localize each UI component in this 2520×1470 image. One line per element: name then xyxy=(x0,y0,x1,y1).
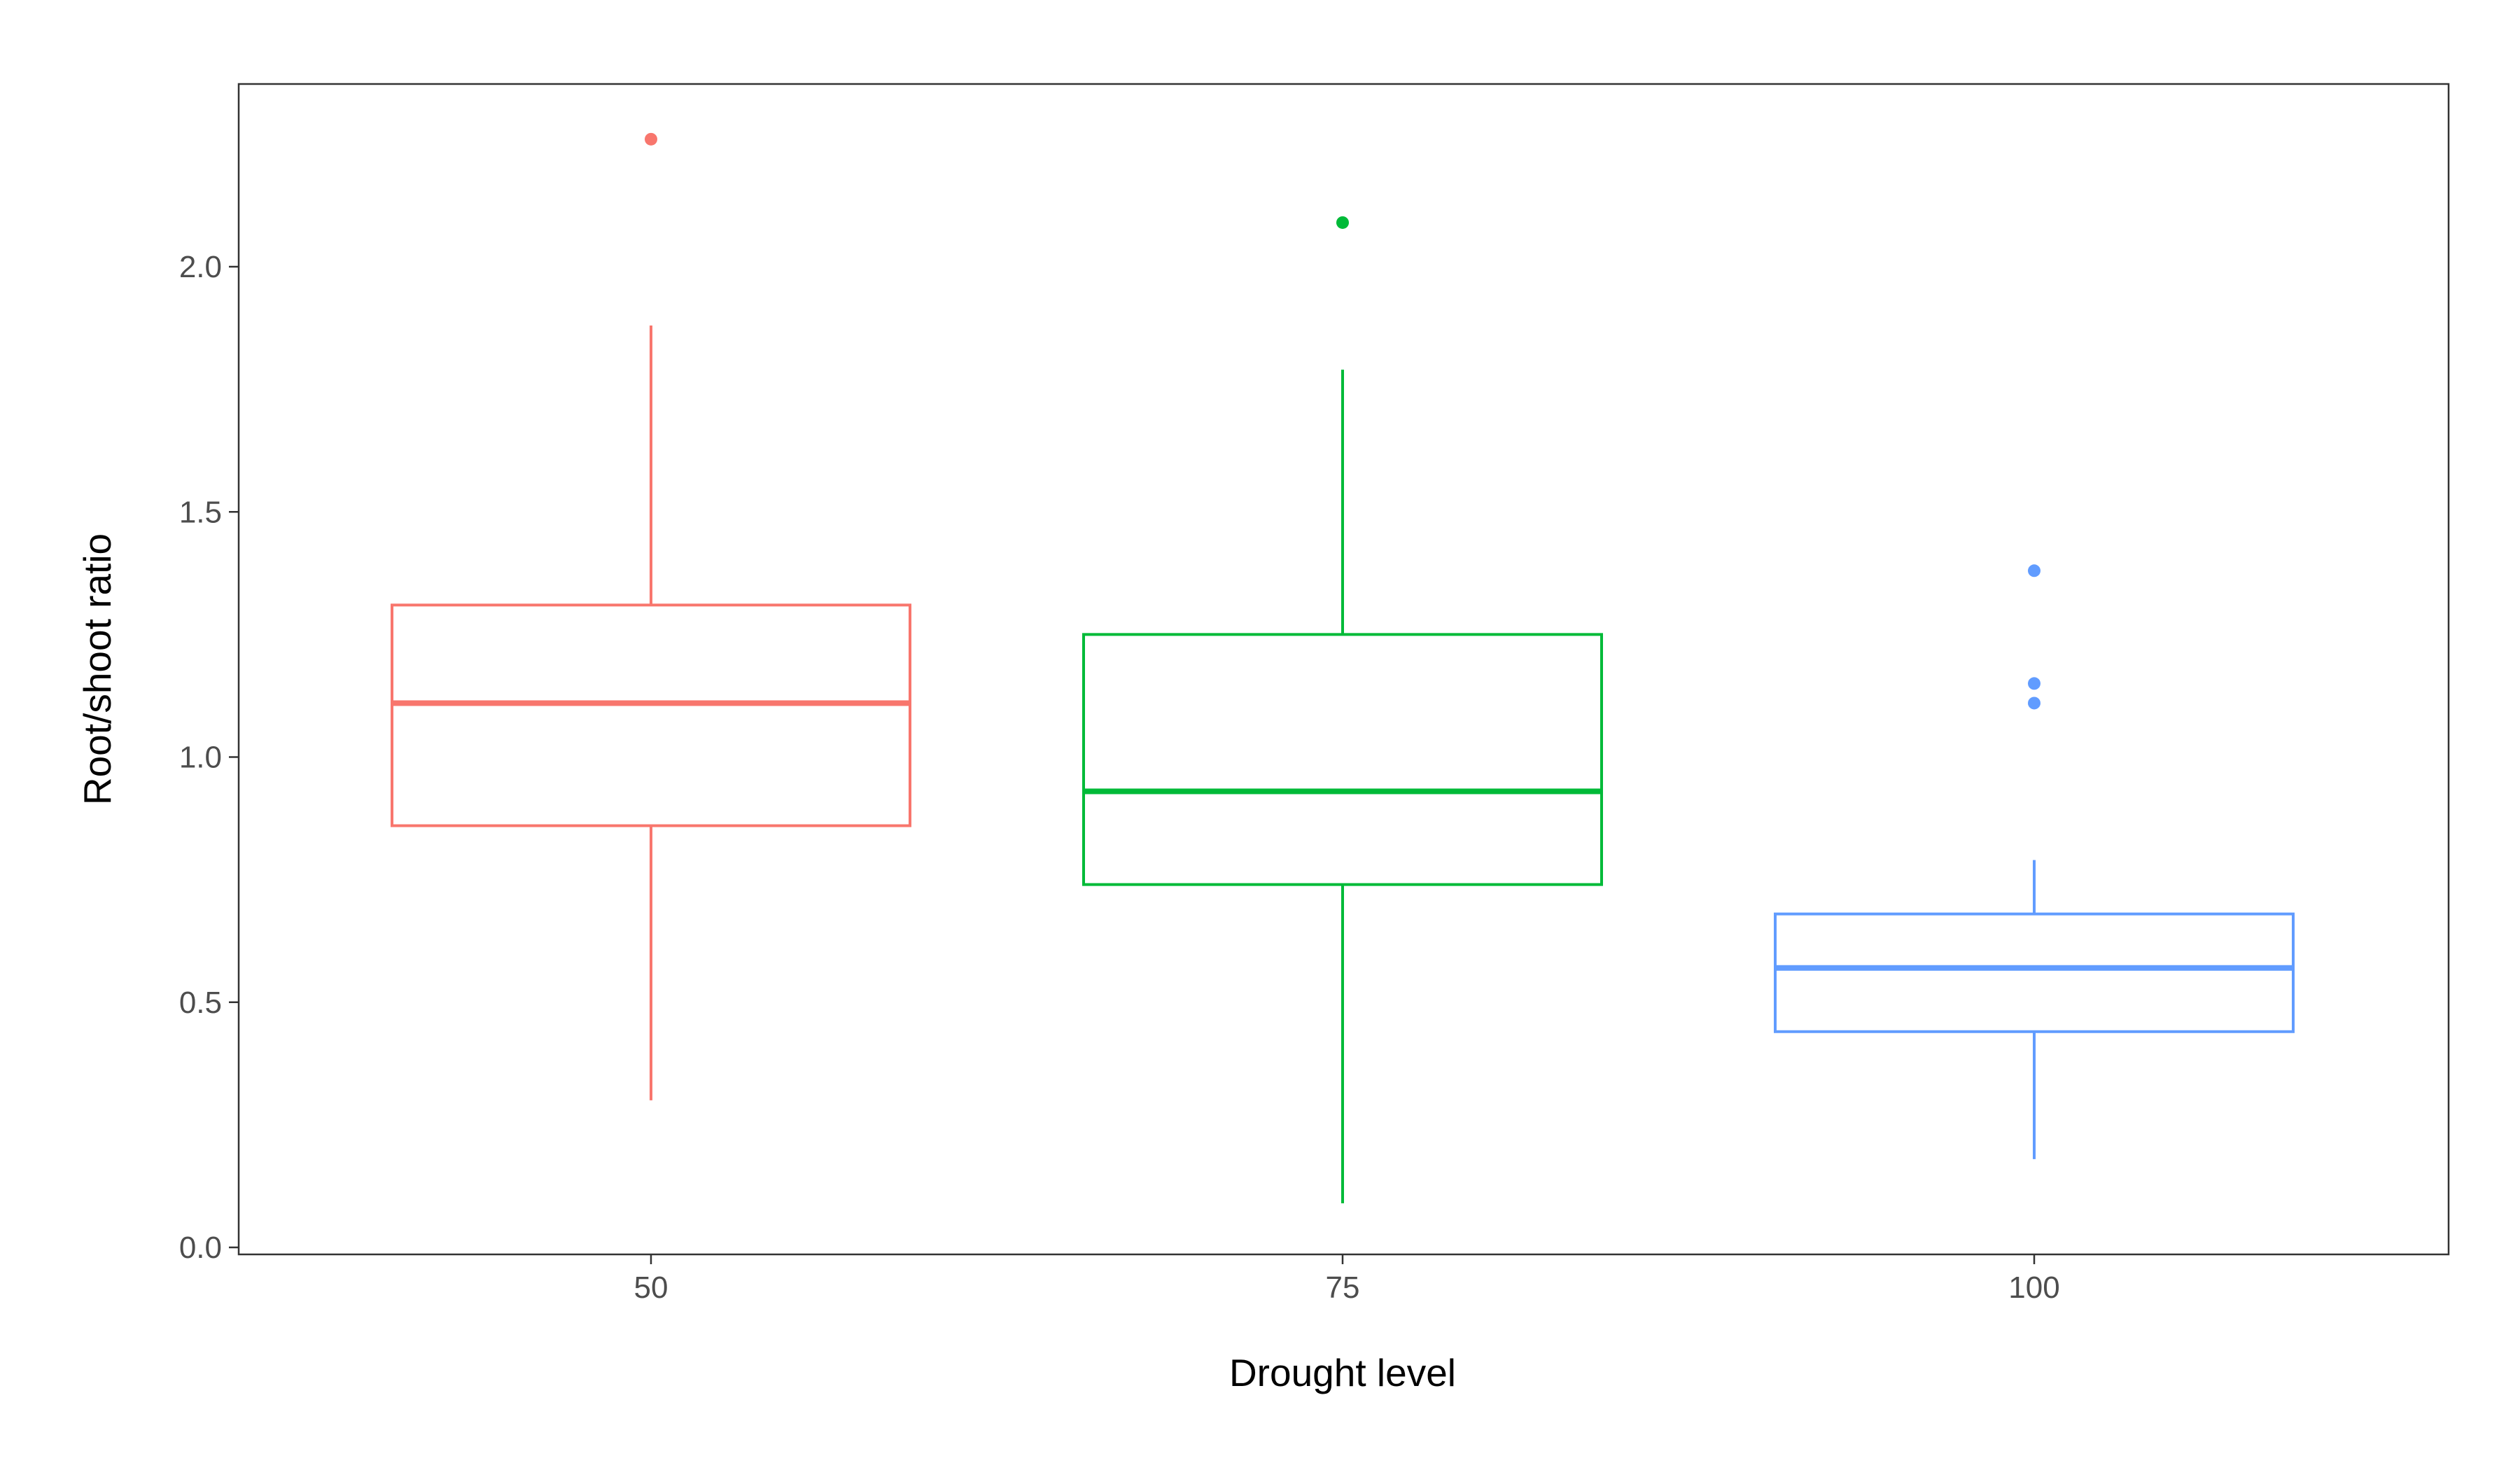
outlier-point xyxy=(2028,564,2040,578)
box-group-75 xyxy=(1082,216,1603,1203)
box-iqr xyxy=(1082,633,1603,886)
x-axis-title: Drought level xyxy=(1229,1351,1456,1394)
x-axis: 50 75 100 xyxy=(634,1254,2060,1305)
box-iqr xyxy=(391,603,911,827)
y-tick-label: 0.5 xyxy=(179,986,222,1020)
y-tick-label: 1.5 xyxy=(179,495,222,529)
outlier-point xyxy=(2028,696,2040,710)
outlier-point xyxy=(1336,216,1349,229)
box-iqr xyxy=(1774,912,2295,1033)
x-tick-label: 75 xyxy=(1326,1270,1360,1305)
y-axis: 0.0 0.5 1.0 1.5 2.0 xyxy=(179,250,239,1265)
plot-panel-border xyxy=(237,83,2450,1256)
y-tick-label: 2.0 xyxy=(179,250,222,284)
x-tick-label: 100 xyxy=(2008,1270,2059,1305)
y-tick-label: 0.0 xyxy=(179,1231,222,1265)
y-axis-title: Root/shoot ratio xyxy=(76,533,119,805)
outlier-point xyxy=(645,132,657,146)
chart-marks xyxy=(391,132,2295,1203)
x-tick-label: 50 xyxy=(634,1270,668,1305)
box-group-100 xyxy=(1774,564,2295,1159)
y-tick-label: 1.0 xyxy=(179,741,222,775)
box-group-50 xyxy=(391,132,911,1100)
outlier-point xyxy=(2028,677,2040,690)
